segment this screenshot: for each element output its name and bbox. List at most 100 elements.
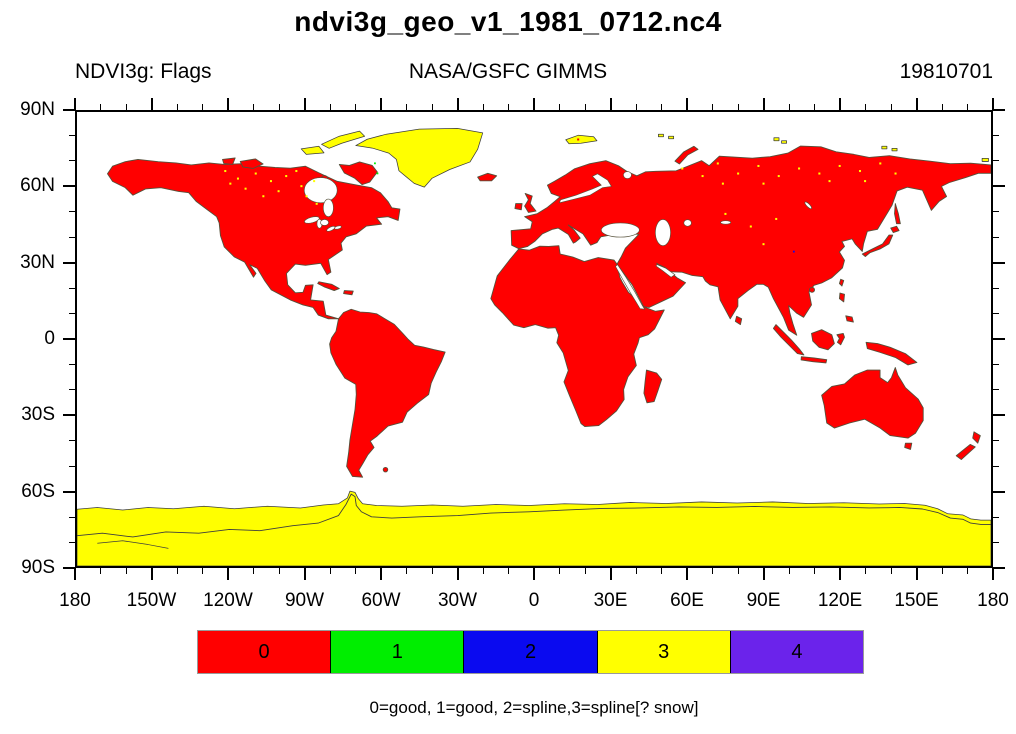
x-minor-tick (508, 568, 509, 574)
legend-cell-1: 1 (330, 631, 464, 673)
y-minor-tick (69, 160, 75, 162)
x-minor-tick-top (584, 104, 586, 110)
new-siberian-islands (891, 147, 898, 152)
x-major-tick (609, 568, 612, 580)
luzon (838, 292, 845, 303)
x-minor-tick-top (329, 104, 331, 110)
x-major-tick-top (609, 98, 612, 110)
y-minor-tick (69, 363, 75, 365)
great-britain (524, 193, 537, 213)
y-major-tick (63, 261, 75, 264)
x-minor-tick-top (737, 104, 739, 110)
james-bay (322, 198, 334, 217)
x-major-tick-top (686, 98, 688, 110)
world-map (77, 128, 991, 566)
flag-meaning-caption: 0=good, 1=good, 2=spline,3=spline[? snow… (369, 698, 699, 717)
severnaya-zemlya (773, 137, 780, 142)
x-minor-tick-top (176, 104, 178, 110)
x-major-tick (380, 568, 382, 580)
y-major-tick (63, 109, 75, 111)
iceland (477, 172, 498, 182)
x-minor-tick-top (661, 104, 662, 110)
x-minor-tick (865, 568, 866, 574)
sumatra (772, 324, 805, 356)
y-major-tick (63, 185, 75, 188)
y-minor-tick (69, 236, 75, 238)
ellesmere-island (321, 130, 366, 149)
sakhalin (894, 203, 901, 225)
x-major-tick (915, 568, 918, 580)
x-minor-tick-top (406, 104, 407, 110)
x-minor-tick-top (712, 104, 713, 110)
x-major-tick (227, 568, 229, 580)
y-minor-tick-right (993, 134, 999, 136)
x-minor-tick (814, 568, 815, 574)
persian-gulf (655, 264, 676, 278)
south-america (329, 308, 446, 478)
hispaniola (343, 290, 354, 296)
sri-lanka (734, 315, 743, 326)
x-minor-tick (635, 568, 637, 574)
white-sea (623, 171, 632, 179)
flag-color-legend: 0 1 2 3 4 (197, 630, 864, 674)
black-sea (600, 222, 640, 238)
antarctica (77, 490, 991, 566)
x-minor-tick (890, 568, 892, 574)
x-major-tick-top (915, 98, 918, 110)
x-minor-tick (176, 568, 178, 574)
y-major-tick-right (993, 567, 1005, 569)
y-minor-tick-right (993, 516, 999, 518)
y-major-tick-right (993, 109, 1005, 111)
x-major-tick-top (839, 98, 841, 110)
x-axis-tick-label: 90E (746, 590, 781, 611)
hokkaido (890, 225, 900, 234)
borneo (811, 329, 835, 351)
x-axis-tick-label: 30W (437, 590, 478, 611)
land-flag0-layer (107, 145, 991, 478)
svalbard (565, 134, 598, 145)
y-minor-tick (69, 440, 75, 442)
y-axis-tick-label: 90N (20, 99, 55, 120)
x-major-tick-top (533, 98, 535, 110)
caspian-sea (655, 219, 671, 246)
x-minor-tick-top (482, 104, 484, 110)
wrangel-island (981, 158, 989, 162)
x-axis-tick-label: 60W (361, 590, 401, 611)
x-minor-tick-top (941, 104, 943, 110)
sulawesi (836, 333, 845, 346)
x-minor-tick-top (814, 104, 815, 110)
y-minor-tick (69, 465, 75, 467)
y-minor-tick-right (993, 389, 999, 391)
x-minor-tick (202, 568, 203, 574)
legend-cell-0: 0 (198, 631, 331, 673)
x-minor-tick-top (431, 104, 433, 110)
y-major-tick-right (993, 490, 1005, 493)
map-plot-frame: 180 150W 120W 90W 60W 30W 0 30E 60E 90E 120E 150E 18… (20, 98, 1009, 611)
baffin-island (338, 161, 378, 186)
hainan (809, 286, 815, 293)
lake-ontario (334, 225, 342, 230)
y-minor-tick-right (993, 542, 999, 544)
x-major-tick-top (74, 98, 76, 110)
madagascar (643, 369, 663, 404)
ocean-overlay-layer (303, 171, 812, 310)
x-minor-tick-top (253, 104, 254, 110)
x-minor-tick (278, 568, 280, 574)
y-minor-tick-right (993, 363, 999, 365)
x-major-tick-top (992, 98, 994, 110)
legend-cell-label: 2 (524, 640, 537, 663)
greenland (355, 128, 484, 188)
x-minor-tick (125, 568, 127, 574)
tasmania (904, 442, 913, 450)
subtitle-left: NDVI3g: Flags (75, 60, 212, 83)
x-minor-tick-top (278, 104, 280, 110)
java (800, 356, 828, 364)
legend-cell-4: 4 (729, 631, 864, 673)
y-minor-tick-right (993, 313, 999, 315)
aral-sea (683, 219, 692, 227)
x-minor-tick (661, 568, 662, 574)
y-major-tick-right (993, 185, 1005, 188)
x-minor-tick (253, 568, 254, 574)
y-minor-tick (69, 516, 75, 518)
